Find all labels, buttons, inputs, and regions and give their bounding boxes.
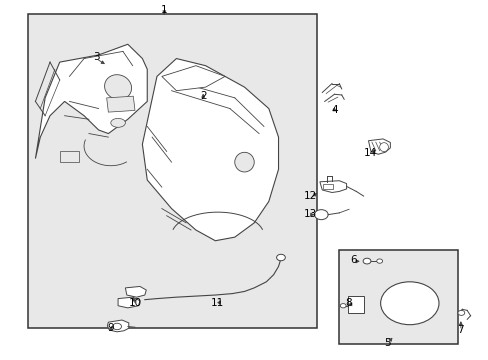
Circle shape	[363, 258, 370, 264]
Circle shape	[380, 282, 438, 325]
Text: 13: 13	[303, 209, 316, 219]
Text: 2: 2	[200, 91, 206, 101]
Text: 8: 8	[345, 298, 352, 308]
Bar	[106, 96, 135, 112]
Circle shape	[314, 210, 327, 220]
Polygon shape	[368, 139, 389, 154]
Text: 5: 5	[384, 338, 390, 347]
Circle shape	[457, 310, 464, 315]
Bar	[60, 152, 79, 162]
Ellipse shape	[379, 143, 387, 152]
Circle shape	[340, 303, 346, 308]
Text: 12: 12	[303, 191, 316, 201]
Text: 9: 9	[107, 323, 114, 333]
Circle shape	[276, 254, 285, 261]
Polygon shape	[107, 320, 128, 332]
Text: 10: 10	[128, 298, 142, 308]
Text: 1: 1	[161, 5, 167, 15]
Polygon shape	[125, 287, 146, 297]
Ellipse shape	[111, 118, 125, 127]
Text: 7: 7	[457, 325, 463, 335]
Polygon shape	[319, 181, 346, 193]
Polygon shape	[35, 44, 147, 158]
Bar	[28, 14, 317, 328]
Ellipse shape	[234, 152, 254, 172]
Bar	[323, 184, 332, 189]
Bar	[347, 296, 363, 313]
Circle shape	[376, 259, 382, 263]
Text: 6: 6	[350, 255, 356, 265]
Text: 3: 3	[93, 52, 100, 62]
Polygon shape	[118, 297, 140, 308]
Bar	[339, 249, 458, 344]
Text: 14: 14	[364, 148, 377, 158]
Text: 4: 4	[330, 105, 337, 115]
Polygon shape	[142, 59, 278, 241]
Polygon shape	[162, 66, 224, 91]
Circle shape	[113, 323, 121, 330]
Text: 11: 11	[211, 298, 224, 308]
Ellipse shape	[104, 75, 131, 100]
